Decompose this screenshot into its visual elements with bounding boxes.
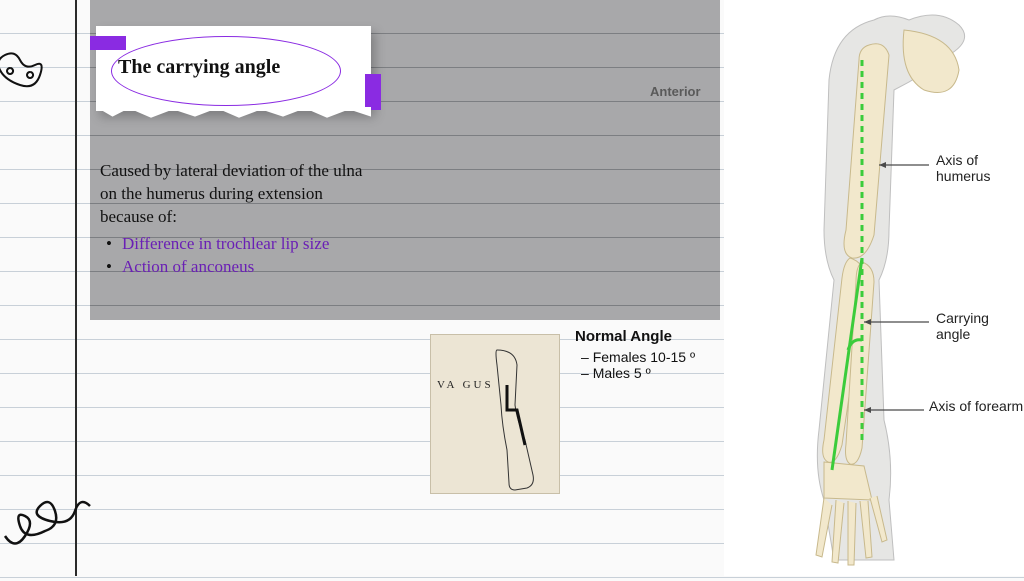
accent-bar-right	[365, 74, 381, 110]
doodle-top-icon	[0, 40, 50, 100]
label-axis-humerus: Axis of humerus	[936, 152, 1024, 184]
accent-bar-top	[90, 36, 126, 50]
doodle-bottom-icon	[0, 486, 120, 566]
valgus-label: VA GUS	[437, 379, 494, 391]
title-text: The carrying angle	[118, 56, 280, 79]
normal-angle-male: Males 5 º	[575, 365, 695, 381]
normal-angle-heading: Normal Angle	[575, 328, 695, 345]
title-note: The carrying angle	[96, 26, 371, 111]
arm-anatomy-icon	[724, 0, 1024, 576]
description-text: Caused by lateral deviation of the ulna …	[100, 160, 380, 229]
label-axis-forearm: Axis of forearm	[929, 398, 1023, 414]
normal-angle-female: Females 10-15 º	[575, 349, 695, 365]
label-carrying-angle: Carrying angle	[936, 310, 1024, 342]
bullet-1: Difference in trochlear lip size	[100, 233, 380, 256]
description-block: Caused by lateral deviation of the ulna …	[100, 160, 380, 279]
anatomy-figure: Axis of humerus Carrying angle Axis of f…	[724, 0, 1024, 576]
bullet-2: Action of anconeus	[100, 256, 380, 279]
valgus-arm-icon	[467, 345, 547, 495]
valgus-sketch: VA GUS	[430, 334, 560, 494]
anterior-label: Anterior	[650, 84, 701, 99]
normal-angle-block: Normal Angle Females 10-15 º Males 5 º	[575, 328, 695, 381]
